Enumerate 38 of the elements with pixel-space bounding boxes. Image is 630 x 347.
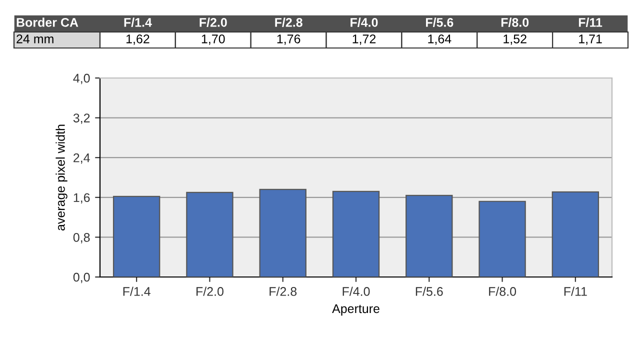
category-label: F/8.0 [501,18,529,27]
category-label: F/2.8 [275,18,302,27]
y-tick-label: 1,6 [74,193,90,204]
category-label: F/11 [578,18,602,27]
data-label: 1,62 [126,34,150,45]
x-tick-label: F/1.4 [123,286,150,296]
x-tick-label: F/4.0 [342,286,370,296]
x-tick-label: F/5.6 [416,286,443,296]
x-tick-label: F/11 [564,286,587,296]
y-tick-label: 3,2 [73,114,90,124]
x-axis-title: Aperture [332,304,380,316]
bar [552,191,600,277]
category-label: F/5.6 [426,18,454,27]
y-tick-label: 0,0 [73,272,90,284]
bar [406,194,453,277]
data-label: 1,64 [428,34,452,45]
bar [112,196,160,277]
data-label: 1,70 [202,34,225,45]
bar [259,188,306,277]
data-label: 1,71 [579,34,602,45]
y-tick-label: 2,4 [74,153,90,164]
y-tick-label: 0,8 [73,233,90,244]
text: 24 mm [16,34,54,44]
x-tick-label: F/2.0 [196,286,224,296]
x-tick-label: F/8.0 [489,286,516,296]
bar [186,192,234,277]
data-label: 1,72 [352,34,376,45]
category-label: F/2.0 [200,18,227,27]
data-label: 1,52 [504,34,526,45]
y-axis-title: average pixel width [56,124,68,230]
x-tick-label: F/2.8 [270,286,297,296]
text: Border CA [16,18,78,27]
y-tick-label: 4,0 [73,74,90,84]
data-label: 1,76 [277,34,300,45]
bar [332,190,380,277]
category-label: F/4.0 [350,18,378,27]
bar [478,200,526,277]
category-label: F/1.4 [124,18,152,27]
